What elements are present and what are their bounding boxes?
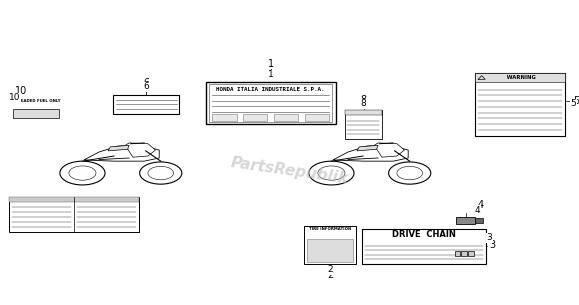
Text: HONDA ITALIA INDUSTRIALE S.P.A.: HONDA ITALIA INDUSTRIALE S.P.A. bbox=[217, 87, 325, 92]
Text: 2: 2 bbox=[327, 265, 333, 275]
Bar bbox=[461, 251, 467, 256]
Text: 1: 1 bbox=[268, 70, 274, 79]
Polygon shape bbox=[374, 143, 404, 157]
Text: 5: 5 bbox=[570, 99, 576, 108]
Text: PartsRepublik: PartsRepublik bbox=[230, 155, 349, 186]
Text: UNLEADED FUEL ONLY: UNLEADED FUEL ONLY bbox=[12, 99, 60, 103]
Text: 6: 6 bbox=[144, 82, 149, 92]
Polygon shape bbox=[108, 145, 129, 151]
Bar bbox=[9, 197, 139, 202]
Bar bbox=[212, 114, 237, 121]
Text: 10: 10 bbox=[14, 86, 27, 96]
Bar bbox=[9, 197, 139, 232]
Bar bbox=[475, 218, 483, 223]
Text: 2: 2 bbox=[327, 270, 333, 280]
Text: 1: 1 bbox=[268, 59, 274, 69]
Polygon shape bbox=[357, 145, 378, 151]
Bar bbox=[475, 73, 565, 82]
Polygon shape bbox=[84, 145, 159, 161]
Polygon shape bbox=[125, 143, 155, 157]
Bar bbox=[304, 226, 356, 264]
Bar bbox=[13, 109, 59, 118]
Bar bbox=[475, 73, 565, 136]
Bar bbox=[456, 217, 475, 224]
Text: TIRE INFORMATION: TIRE INFORMATION bbox=[309, 227, 351, 231]
Text: 5: 5 bbox=[573, 96, 579, 106]
Bar bbox=[307, 239, 353, 262]
Text: 3: 3 bbox=[489, 240, 496, 250]
Bar bbox=[345, 110, 382, 115]
Bar bbox=[206, 82, 336, 124]
Bar bbox=[362, 229, 486, 264]
Bar bbox=[113, 95, 179, 114]
Bar bbox=[305, 114, 329, 121]
Text: 10: 10 bbox=[9, 93, 20, 102]
Text: 4: 4 bbox=[475, 206, 481, 215]
Text: 8: 8 bbox=[361, 99, 367, 108]
Bar bbox=[274, 114, 298, 121]
Bar bbox=[243, 114, 267, 121]
Bar bbox=[345, 110, 382, 139]
Text: 6: 6 bbox=[144, 78, 149, 88]
Polygon shape bbox=[333, 145, 408, 161]
Text: 8: 8 bbox=[361, 95, 367, 105]
Text: 4: 4 bbox=[478, 200, 484, 210]
Text: WARNING: WARNING bbox=[503, 75, 536, 80]
Text: DRIVE  CHAIN: DRIVE CHAIN bbox=[392, 230, 456, 239]
Text: 3: 3 bbox=[486, 233, 492, 242]
Bar bbox=[468, 251, 474, 256]
Bar bbox=[209, 84, 332, 122]
Bar bbox=[455, 251, 460, 256]
